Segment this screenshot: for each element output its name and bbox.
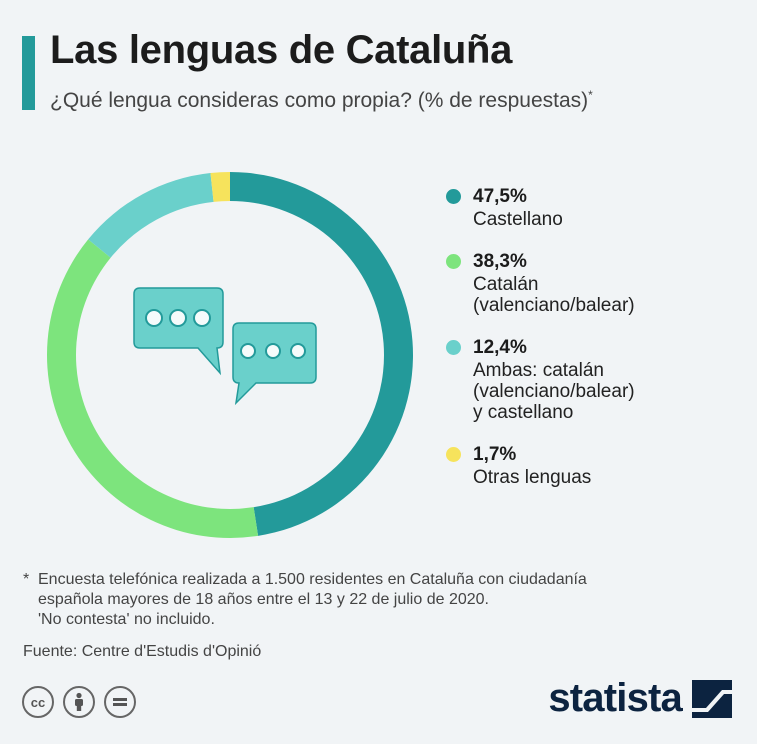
- attribution-icon[interactable]: [63, 686, 95, 718]
- legend-label-ambas: Ambas: catalán (valenciano/balear) y cas…: [473, 360, 635, 423]
- footnote: * Encuesta telefónica realizada a 1.500 …: [23, 570, 723, 630]
- footnote-marker: *: [23, 571, 30, 588]
- subtitle-footnote-marker: *: [588, 88, 593, 102]
- donut-slice-ambas: [88, 173, 214, 258]
- donut-slice-otras: [210, 172, 230, 202]
- legend-dot-castellano: [446, 189, 461, 204]
- donut-chart: [46, 172, 414, 538]
- footnote-text: Encuesta telefónica realizada a 1.500 re…: [38, 571, 587, 628]
- donut-slices: [46, 172, 414, 538]
- legend-label-otras: Otras lenguas: [473, 467, 592, 488]
- statista-mark-icon: [692, 679, 732, 718]
- legend-value-ambas: 12,4%: [473, 337, 527, 358]
- donut-slice-catalan: [46, 239, 259, 538]
- legend-dot-catalan: [446, 254, 461, 269]
- legend-value-catalan: 38,3%: [473, 251, 527, 272]
- legend-dot-ambas: [446, 340, 461, 355]
- title-accent-bar: [22, 36, 35, 110]
- legend-item-castellano: 47,5% Castellano: [446, 185, 746, 230]
- subtitle-text: ¿Qué lengua consideras como propia? (% d…: [50, 89, 589, 112]
- statista-logo[interactable]: statista: [548, 676, 732, 721]
- speech-bubbles-icon: [133, 287, 317, 406]
- legend-item-ambas: 12,4% Ambas: catalán (valenciano/balear)…: [446, 336, 746, 423]
- license-icons: cc: [22, 686, 136, 718]
- legend-label-catalan: Catalán (valenciano/balear): [473, 274, 635, 316]
- cc-icon[interactable]: cc: [22, 686, 54, 718]
- legend-label-castellano: Castellano: [473, 209, 563, 230]
- donut-slice-castellano: [230, 172, 414, 536]
- chart-legend: 47,5% Castellano 38,3% Catalán (valencia…: [446, 185, 746, 508]
- no-derivatives-icon[interactable]: [104, 686, 136, 718]
- legend-dot-otras: [446, 447, 461, 462]
- chart-subtitle: ¿Qué lengua consideras como propia? (% d…: [50, 88, 593, 113]
- legend-value-otras: 1,7%: [473, 444, 517, 465]
- brand-name: statista: [548, 676, 682, 720]
- legend-item-otras: 1,7% Otras lenguas: [446, 443, 746, 488]
- legend-value-castellano: 47,5%: [473, 186, 527, 207]
- chart-title: Las lenguas de Cataluña: [50, 28, 513, 72]
- legend-item-catalan: 38,3% Catalán (valenciano/balear): [446, 250, 746, 316]
- source-note: Fuente: Centre d'Estudis d'Opinió: [23, 643, 262, 660]
